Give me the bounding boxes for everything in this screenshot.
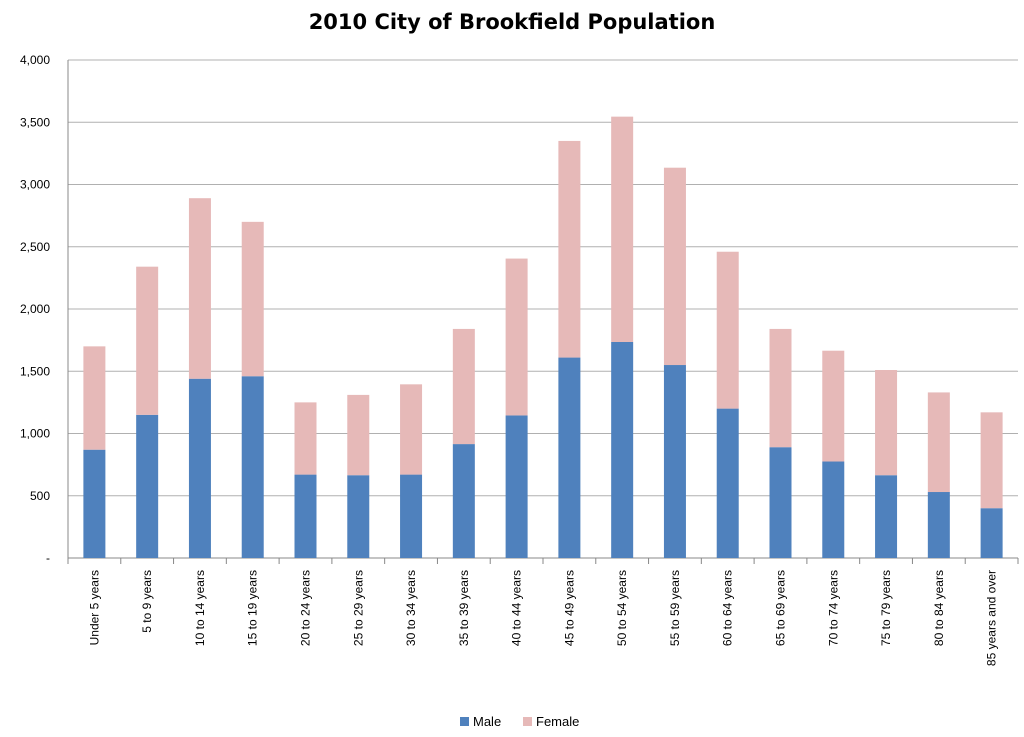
y-tick-label: 1,500 bbox=[20, 364, 50, 378]
y-tick-label: 3,500 bbox=[20, 115, 50, 129]
x-tick-label: 40 to 44 years bbox=[510, 570, 524, 646]
x-tick-label: 50 to 54 years bbox=[615, 570, 629, 646]
x-tick-label: 15 to 19 years bbox=[246, 570, 260, 646]
y-tick-label: 4,000 bbox=[20, 53, 50, 67]
bar-male bbox=[83, 449, 106, 558]
bar-male bbox=[716, 408, 739, 558]
bar-female bbox=[611, 116, 634, 342]
x-tick-label: 30 to 34 years bbox=[404, 570, 418, 646]
x-tick-label: 45 to 49 years bbox=[562, 570, 576, 646]
x-tick-label: 20 to 24 years bbox=[299, 570, 313, 646]
bar-female bbox=[83, 346, 106, 450]
legend-swatch-female bbox=[523, 717, 532, 726]
chart-title: 2010 City of Brookfield Population bbox=[308, 10, 716, 34]
bar-male bbox=[558, 357, 581, 558]
bar-female bbox=[875, 370, 898, 476]
bar-female bbox=[241, 221, 264, 377]
bar-female bbox=[716, 251, 739, 409]
bar-female bbox=[347, 394, 370, 476]
y-tick-label: 3,000 bbox=[20, 178, 50, 192]
x-tick-label: 25 to 29 years bbox=[351, 570, 365, 646]
bar-female bbox=[558, 140, 581, 358]
bar-male bbox=[927, 492, 950, 558]
bar-male bbox=[822, 461, 845, 558]
bar-male bbox=[611, 341, 634, 558]
x-tick-label: 80 to 84 years bbox=[932, 570, 946, 646]
x-tick-label: 10 to 14 years bbox=[193, 570, 207, 646]
legend-swatch-male bbox=[460, 717, 469, 726]
y-tick-label: 2,000 bbox=[20, 302, 50, 316]
bar-male bbox=[400, 474, 423, 558]
bar-female bbox=[136, 266, 159, 415]
y-tick-label: 1,000 bbox=[20, 427, 50, 441]
bar-male bbox=[505, 415, 528, 558]
y-tick-label: 2,500 bbox=[20, 240, 50, 254]
bar-male bbox=[452, 444, 475, 558]
bar-female bbox=[188, 198, 211, 379]
bar-male bbox=[347, 475, 370, 558]
bar-male bbox=[875, 475, 898, 558]
legend-label-male: Male bbox=[473, 714, 501, 729]
bar-female bbox=[505, 258, 528, 416]
bar-female bbox=[663, 167, 686, 366]
x-tick-label: 5 to 9 years bbox=[140, 570, 154, 633]
x-tick-label: 75 to 79 years bbox=[879, 570, 893, 646]
bar-male bbox=[136, 414, 159, 558]
bar-female bbox=[452, 328, 475, 445]
bar-female bbox=[980, 412, 1003, 509]
x-tick-label: Under 5 years bbox=[87, 570, 101, 645]
y-tick-label: 500 bbox=[30, 489, 50, 503]
bar-female bbox=[927, 392, 950, 493]
bar-male bbox=[294, 474, 317, 558]
bar-female bbox=[769, 328, 792, 448]
legend-label-female: Female bbox=[536, 714, 579, 729]
bar-male bbox=[980, 508, 1003, 558]
x-tick-label: 70 to 74 years bbox=[826, 570, 840, 646]
x-tick-label: 85 years and over bbox=[985, 570, 999, 666]
x-tick-label: 55 to 59 years bbox=[668, 570, 682, 646]
bar-male bbox=[188, 378, 211, 558]
x-tick-label: 65 to 69 years bbox=[774, 570, 788, 646]
x-tick-label: 35 to 39 years bbox=[457, 570, 471, 646]
bar-female bbox=[294, 402, 317, 475]
x-tick-label: 60 to 64 years bbox=[721, 570, 735, 646]
y-tick-label: - bbox=[46, 551, 50, 565]
bar-male bbox=[663, 365, 686, 558]
bar-male bbox=[769, 447, 792, 558]
bar-female bbox=[822, 350, 845, 462]
bar-male bbox=[241, 376, 264, 558]
bar-female bbox=[400, 384, 423, 475]
